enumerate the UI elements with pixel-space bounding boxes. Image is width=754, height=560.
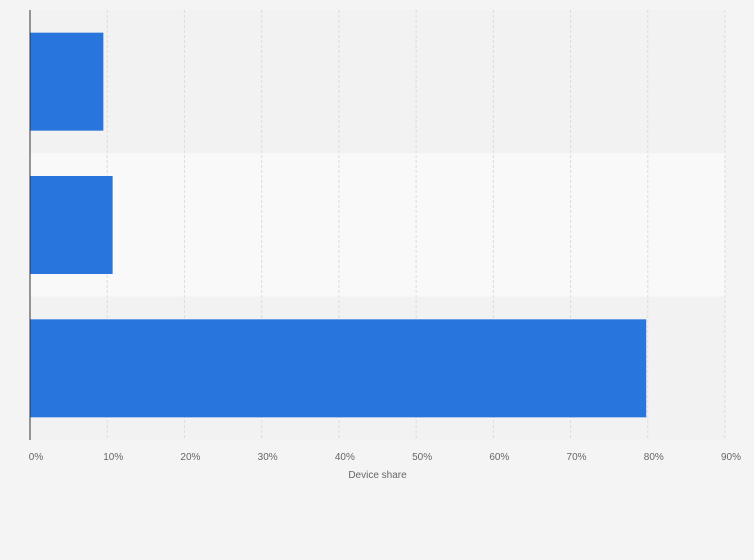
x-tick-labels: 0% 10% 20% 30% 40% 50% 60% 70% 80% 90% <box>29 452 741 463</box>
gridlines <box>106 10 726 440</box>
x-axis-title: Device share <box>348 470 407 481</box>
row-band <box>30 10 725 154</box>
row-band <box>30 153 725 297</box>
x-tick-label: 0% <box>29 452 44 463</box>
x-tick-label: 40% <box>335 452 355 463</box>
x-tick-label: 10% <box>103 452 123 463</box>
bars <box>30 32 647 418</box>
x-tick-label: 30% <box>258 452 278 463</box>
x-tick-label: 80% <box>644 452 664 463</box>
x-tick-label: 90% <box>721 452 741 463</box>
bar[interactable] <box>30 319 647 418</box>
x-tick-label: 20% <box>180 452 200 463</box>
x-tick-label: 50% <box>412 452 432 463</box>
x-tick-label: 70% <box>567 452 587 463</box>
x-tick-label: 60% <box>489 452 509 463</box>
bar[interactable] <box>30 176 113 274</box>
bar[interactable] <box>30 32 104 131</box>
